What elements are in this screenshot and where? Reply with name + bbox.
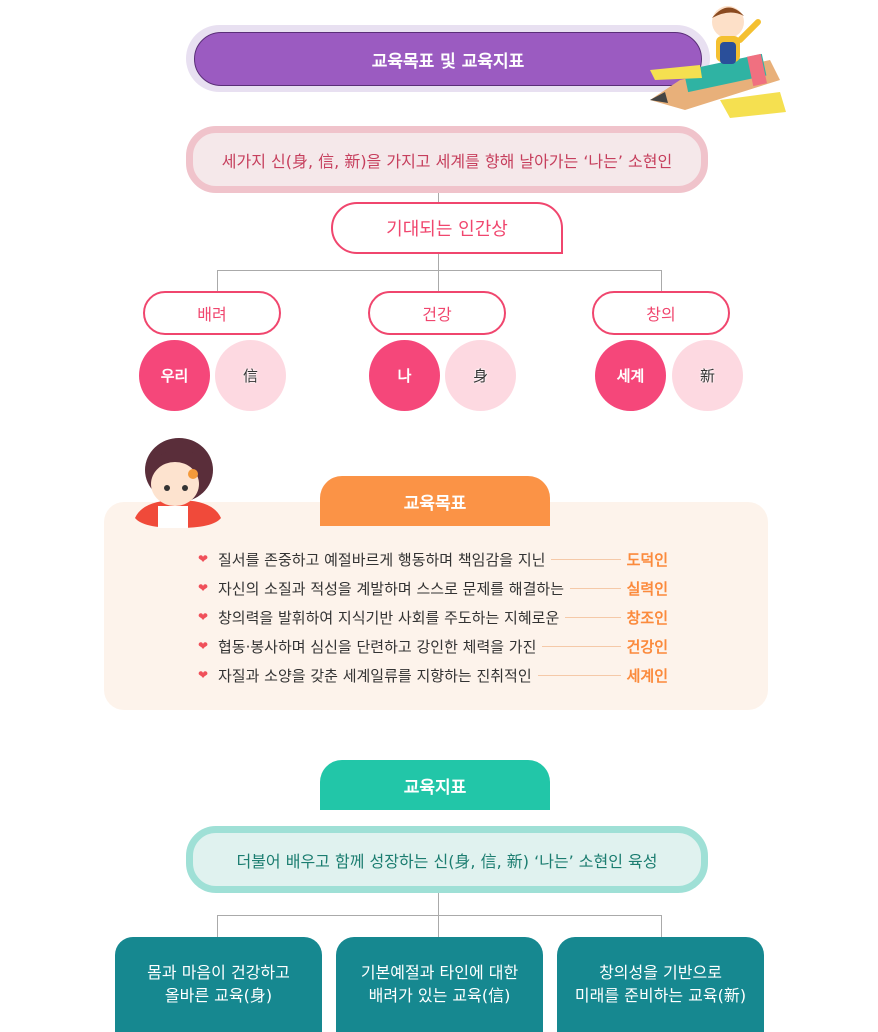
index-statement: 더불어 배우고 함께 성장하는 신(身, 信, 新) ‘나는’ 소현인 육성	[186, 826, 708, 893]
trait-circle: 나	[369, 340, 440, 411]
girl-illustration	[135, 438, 221, 528]
heart-icon: ❤	[198, 610, 209, 624]
goals-heading: 교육목표	[320, 476, 550, 526]
index-box-body: 몸과 마음이 건강하고 올바른 교육(身)	[115, 937, 322, 1032]
ideal-person-heading: 기대되는 인간상	[331, 202, 563, 254]
goals-panel	[104, 502, 768, 710]
goal-label: 실력인	[626, 579, 668, 598]
index-box-line: 기본예절과 타인에 대한	[360, 963, 519, 983]
connector-line	[661, 915, 662, 937]
index-heading: 교육지표	[320, 760, 550, 810]
connector-line	[438, 270, 439, 291]
connector-line	[217, 270, 218, 291]
heart-icon: ❤	[198, 668, 209, 682]
divider	[542, 645, 621, 647]
connector-line	[217, 915, 662, 916]
connector-line	[438, 193, 439, 202]
goal-item: ❤ 질서를 존중하고 예절바르게 행동하며 책임감을 지닌 도덕인	[198, 547, 668, 571]
index-box-new: 창의성을 기반으로 미래를 준비하는 교육(新)	[557, 937, 764, 1032]
trait-circle: 세계	[595, 340, 666, 411]
connector-line	[438, 254, 439, 270]
goal-text: 자질과 소양을 갖춘 세계일류를 지향하는 진취적인	[218, 666, 532, 685]
goal-label: 도덕인	[626, 550, 668, 569]
connector-line	[438, 915, 439, 937]
trait-circle: 新	[672, 340, 743, 411]
trait-pill-health: 건강	[368, 291, 506, 335]
heart-icon: ❤	[198, 581, 209, 595]
goal-label: 창조인	[626, 608, 668, 627]
connector-line	[661, 270, 662, 291]
page-title: 교육목표 및 교육지표	[194, 32, 702, 86]
goal-label: 건강인	[626, 637, 668, 656]
goal-item: ❤ 자질과 소양을 갖춘 세계일류를 지향하는 진취적인 세계인	[198, 663, 668, 687]
trait-pill-creativity: 창의	[592, 291, 730, 335]
trait-circle: 身	[445, 340, 516, 411]
goal-item: ❤ 협동·봉사하며 심신을 단련하고 강인한 체력을 가진 건강인	[198, 634, 668, 658]
index-box-faith: 기본예절과 타인에 대한 배려가 있는 교육(信)	[336, 937, 543, 1032]
index-box-line: 몸과 마음이 건강하고	[147, 963, 290, 983]
connector-line	[438, 893, 439, 915]
goal-text: 창의력을 발휘하여 지식기반 사회를 주도하는 지혜로운	[218, 608, 560, 627]
connector-line	[217, 915, 218, 937]
index-box-line: 미래를 준비하는 교육(新)	[574, 985, 747, 1005]
goal-label: 세계인	[626, 666, 668, 685]
divider	[551, 558, 621, 560]
heart-icon: ❤	[198, 639, 209, 653]
trait-circle: 우리	[139, 340, 210, 411]
index-box-line: 배려가 있는 교육(信)	[368, 985, 511, 1005]
heart-icon: ❤	[198, 552, 209, 566]
goal-item: ❤ 창의력을 발휘하여 지식기반 사회를 주도하는 지혜로운 창조인	[198, 605, 668, 629]
index-box-line: 창의성을 기반으로	[599, 963, 722, 983]
divider	[570, 587, 621, 589]
goal-text: 협동·봉사하며 심신을 단련하고 강인한 체력을 가진	[218, 637, 537, 656]
goal-text: 질서를 존중하고 예절바르게 행동하며 책임감을 지닌	[218, 550, 546, 569]
divider	[537, 674, 621, 676]
connector-line	[217, 270, 662, 271]
goal-item: ❤ 자신의 소질과 적성을 계발하며 스스로 문제를 해결하는 실력인	[198, 576, 668, 600]
vision-statement: 세가지 신(身, 信, 新)을 가지고 세계를 향해 날아가는 ‘나는’ 소현인	[186, 126, 708, 193]
index-box-line: 올바른 교육(身)	[164, 985, 273, 1005]
boy-on-pencil-illustration	[650, 6, 786, 118]
goal-text: 자신의 소질과 적성을 계발하며 스스로 문제를 해결하는	[218, 579, 565, 598]
trait-pill-care: 배려	[143, 291, 281, 335]
trait-circle: 信	[215, 340, 286, 411]
divider	[565, 616, 621, 618]
